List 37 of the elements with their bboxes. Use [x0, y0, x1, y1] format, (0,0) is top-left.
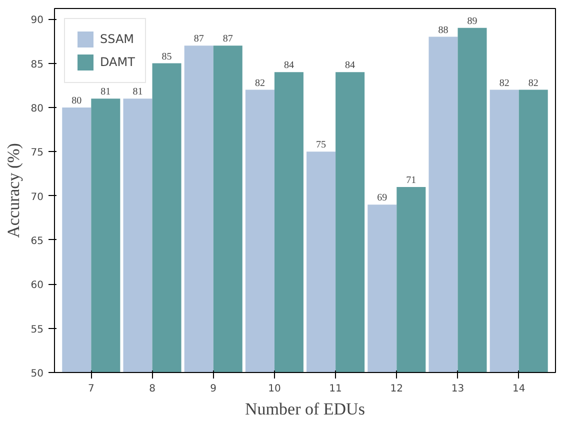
data-label: 87	[222, 34, 233, 45]
data-label: 69	[377, 192, 388, 204]
data-label: 85	[162, 51, 172, 62]
x-axis-title: Number of EDUs	[245, 400, 365, 418]
data-label: 81	[100, 86, 111, 98]
x-tick-label: 14	[512, 384, 526, 394]
x-tick-label: 13	[451, 384, 464, 394]
y-tick-label: 85	[30, 59, 44, 70]
y-tick-label: 70	[30, 192, 44, 203]
y-tick-label: 90	[30, 15, 44, 26]
data-label: 71	[406, 174, 416, 186]
data-label: 82	[499, 78, 510, 89]
data-label: 81	[132, 86, 143, 98]
x-tick-label: 8	[149, 384, 156, 394]
y-tick-label: 80	[30, 103, 44, 114]
data-label: 84	[345, 60, 356, 72]
y-tick-label: 55	[30, 324, 44, 336]
y-tick-label: 75	[30, 148, 44, 159]
x-tick-label: 11	[329, 384, 342, 394]
y-tick-label: 50	[30, 368, 44, 380]
y-tick-label: 65	[30, 236, 44, 247]
data-label: 82	[528, 78, 538, 89]
x-tick-label: 10	[268, 384, 281, 394]
data-label: 82	[254, 78, 265, 89]
legend-label: SSAM	[100, 32, 134, 46]
x-tick-label: 12	[390, 384, 404, 394]
data-label: 80	[72, 95, 82, 106]
y-axis-title: Accuracy (%)	[4, 143, 23, 238]
data-label: 84	[284, 60, 294, 72]
x-tick-label: 9	[210, 384, 217, 394]
legend-label: DAMT	[100, 55, 135, 69]
data-label: 75	[316, 140, 326, 151]
x-tick-label: 7	[88, 384, 94, 394]
data-label: 87	[194, 34, 204, 45]
y-tick-label: 60	[30, 280, 44, 292]
data-label: 89	[467, 16, 478, 27]
data-label: 88	[438, 24, 448, 36]
